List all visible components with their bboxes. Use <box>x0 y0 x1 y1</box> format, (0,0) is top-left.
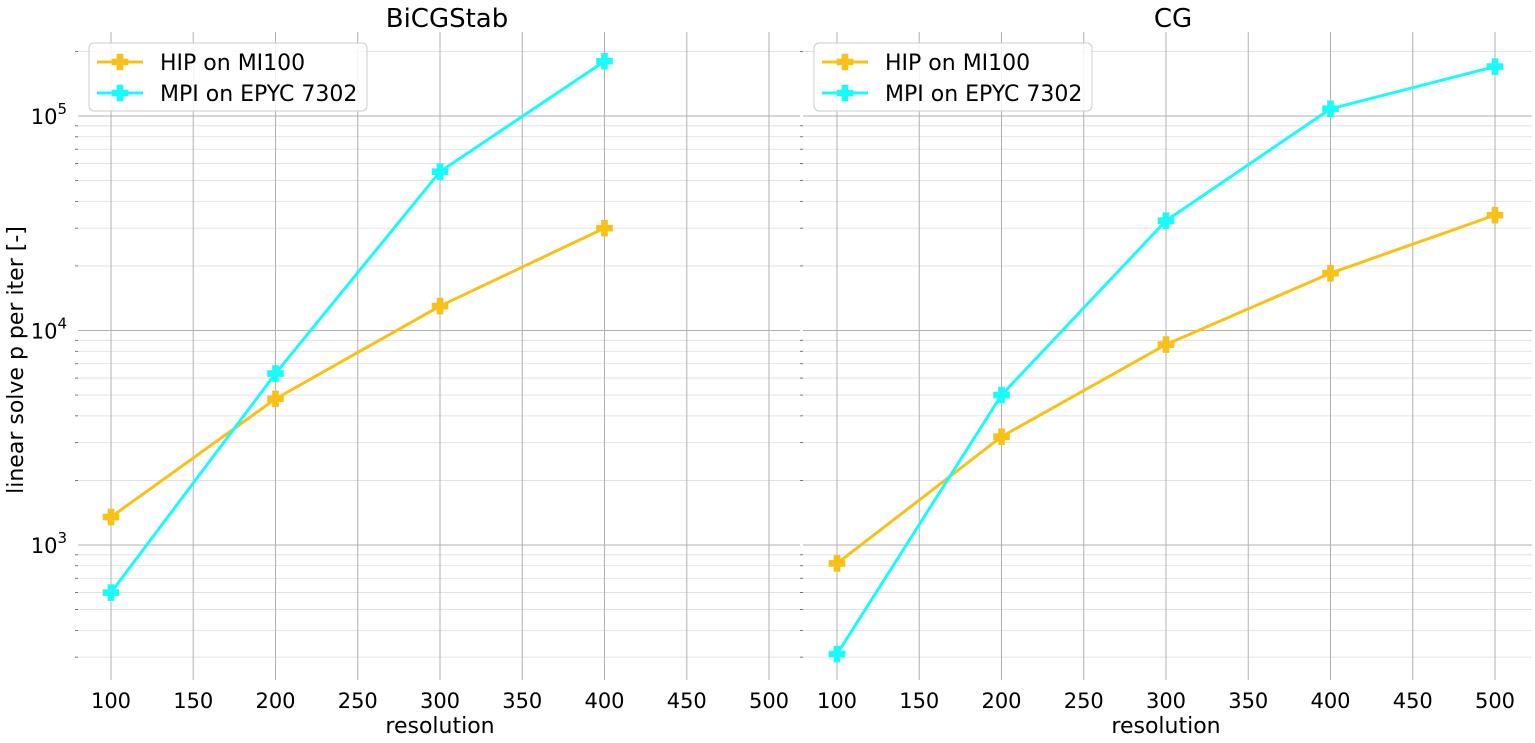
x-axis-label: resolution <box>1111 714 1220 739</box>
legend: HIP on MI100 MPI on EPYC 7302 <box>813 42 1093 112</box>
series-hip-on-mi100 <box>102 219 613 526</box>
data-point-marker <box>596 219 613 237</box>
x-tick-label: 100 <box>817 689 857 713</box>
x-tick-label: 500 <box>1475 689 1515 713</box>
x-tick-label: 400 <box>1310 689 1350 713</box>
data-point-marker <box>993 428 1010 445</box>
x-tick-label: 350 <box>1228 689 1268 713</box>
legend-label: HIP on MI100 <box>160 51 305 76</box>
x-axis: 100 150 200 250 300 350 400 450 500 resolution <box>817 689 1515 739</box>
series-line <box>110 226 606 519</box>
data-point-marker <box>1322 100 1339 118</box>
data-point-marker <box>267 365 284 382</box>
series-line <box>109 59 606 594</box>
legend-marker <box>111 84 129 102</box>
x-tick-label: 500 <box>749 689 789 713</box>
x-tick-label: 450 <box>1393 689 1433 713</box>
data-point-marker <box>993 386 1010 404</box>
y-tick-label: 104 <box>31 315 67 344</box>
data-point-marker <box>1486 58 1504 75</box>
data-point-marker <box>828 645 846 663</box>
series-mpi-on-epyc-7302 <box>828 58 1504 663</box>
x-tick-label: 200 <box>255 689 295 713</box>
data-point-marker <box>1322 264 1339 282</box>
x-tick-label: 300 <box>420 689 460 713</box>
x-tick-label: 450 <box>667 689 707 713</box>
panel-title: CG <box>1154 4 1192 34</box>
series-mpi-on-epyc-7302 <box>102 52 613 601</box>
legend-marker <box>836 84 854 102</box>
x-tick-label: 400 <box>584 689 624 713</box>
x-tick-label: 200 <box>981 689 1021 713</box>
data-point-marker <box>267 390 284 408</box>
x-tick-label: 150 <box>899 689 939 713</box>
x-tick-label: 250 <box>338 689 378 713</box>
data-point-marker <box>1157 212 1175 230</box>
legend-label: MPI on EPYC 7302 <box>885 82 1082 107</box>
panel-title: BiCGStab <box>386 4 509 34</box>
data-point-marker <box>596 52 613 70</box>
data-point-marker <box>102 584 120 601</box>
data-point-marker <box>1157 336 1175 353</box>
x-tick-label: 300 <box>1146 689 1186 713</box>
x-tick-label: 150 <box>173 689 213 713</box>
x-tick-label: 250 <box>1064 689 1104 713</box>
legend-marker <box>111 53 129 71</box>
x-tick-label: 100 <box>91 689 131 713</box>
legend-box <box>88 42 368 112</box>
legend-box <box>813 42 1093 112</box>
panel-cg: 100 150 200 250 300 350 400 450 500 resolution CG H… <box>800 4 1532 739</box>
grid <box>75 32 800 680</box>
grid <box>800 32 1532 680</box>
data-point-marker <box>431 297 449 315</box>
y-tick-label: 105 <box>31 100 67 129</box>
panel-bicgstab: 100 150 200 250 300 350 400 450 500 resolution 103… <box>31 4 800 739</box>
legend: HIP on MI100 MPI on EPYC 7302 <box>88 42 368 112</box>
y-axis: 103 104 105 <box>31 100 67 558</box>
x-tick-label: 350 <box>502 689 542 713</box>
data-point-marker <box>1486 206 1504 224</box>
legend-label: HIP on MI100 <box>885 51 1030 76</box>
x-axis-label: resolution <box>385 714 494 739</box>
y-axis-label: linear solve p per iter [-] <box>4 226 29 494</box>
legend-label: MPI on EPYC 7302 <box>160 82 357 107</box>
data-point-marker <box>102 508 120 526</box>
data-point-marker <box>828 555 846 572</box>
legend-marker <box>836 53 854 71</box>
y-tick-label: 103 <box>31 529 67 558</box>
data-point-marker <box>431 163 449 180</box>
x-axis: 100 150 200 250 300 350 400 450 500 resolution <box>91 689 789 739</box>
